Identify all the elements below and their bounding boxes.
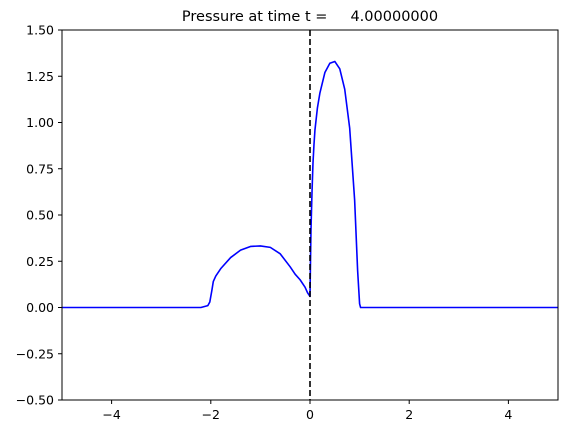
y-tick-label: −0.50 xyxy=(16,393,54,408)
x-axis: −4 −2 0 2 4 xyxy=(102,400,512,422)
y-tick-label: 1.00 xyxy=(26,115,54,130)
y-axis: −0.50 −0.25 0.00 0.25 0.50 0.75 1.00 1.25 1.50 xyxy=(16,23,62,408)
x-tick-label: −4 xyxy=(102,407,120,422)
pressure-series-line-0 xyxy=(62,60,558,309)
y-tick-label: −0.25 xyxy=(16,346,54,361)
y-tick-label: 1.25 xyxy=(26,69,54,84)
chart-title: Pressure at time t = 4.00000000 xyxy=(182,9,438,25)
x-tick-label: 0 xyxy=(306,407,314,422)
plot-area xyxy=(62,30,558,400)
x-tick-label: 4 xyxy=(504,407,512,422)
y-tick-label: 0.75 xyxy=(26,161,54,176)
y-tick-label: 0.50 xyxy=(26,208,54,223)
y-tick-label: 1.50 xyxy=(26,23,54,38)
y-tick-label: 0.00 xyxy=(26,300,54,315)
x-tick-label: −2 xyxy=(202,407,220,422)
y-tick-label: 0.25 xyxy=(26,254,54,269)
x-tick-label: 2 xyxy=(405,407,413,422)
